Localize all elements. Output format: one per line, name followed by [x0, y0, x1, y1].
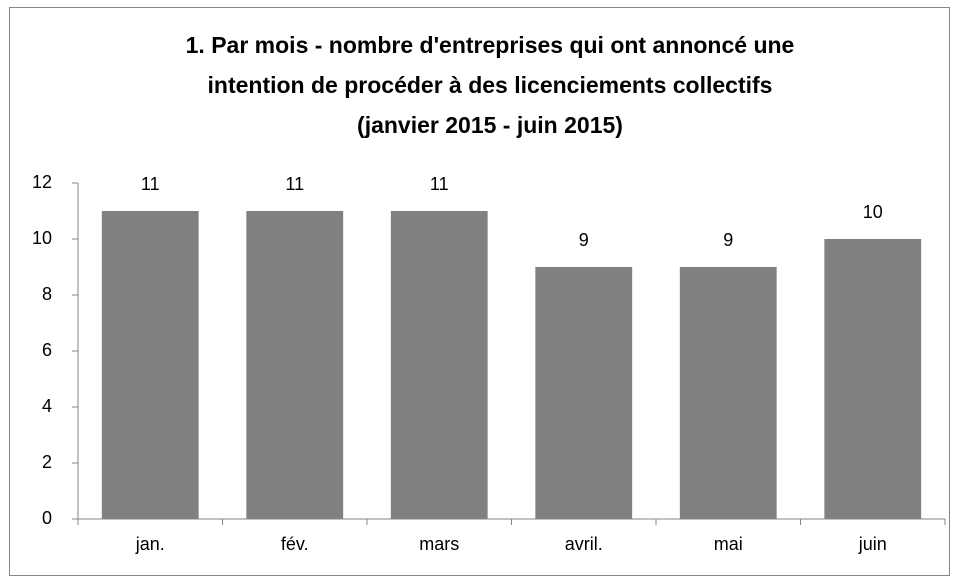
- x-tick-label: mai: [714, 534, 743, 554]
- bar: [390, 211, 488, 519]
- data-label: 11: [141, 174, 160, 194]
- y-tick-label: 0: [42, 508, 52, 528]
- bar: [246, 211, 344, 519]
- data-label: 11: [285, 174, 304, 194]
- chart-subtitle: (janvier 2015 - juin 2015): [357, 112, 623, 138]
- bar: [824, 239, 922, 519]
- x-tick-label: fév.: [281, 534, 309, 554]
- x-tick-label: mars: [419, 534, 459, 554]
- data-label: 9: [723, 230, 733, 250]
- x-tick-label: avril.: [565, 534, 603, 554]
- y-tick-label: 6: [42, 340, 52, 360]
- data-label: 10: [863, 202, 883, 222]
- y-tick-label: 10: [32, 228, 52, 248]
- y-tick-label: 12: [32, 172, 52, 192]
- chart-title: intention de procéder à des licenciement…: [208, 72, 773, 98]
- bar: [679, 267, 777, 519]
- data-label: 11: [430, 174, 449, 194]
- bar: [535, 267, 633, 519]
- x-tick-label: juin: [858, 534, 887, 554]
- chart-title: 1. Par mois - nombre d'entreprises qui o…: [186, 32, 795, 58]
- bar: [101, 211, 199, 519]
- y-tick-label: 2: [42, 452, 52, 472]
- y-tick-label: 8: [42, 284, 52, 304]
- y-tick-label: 4: [42, 396, 52, 416]
- x-tick-label: jan.: [135, 534, 165, 554]
- data-label: 9: [579, 230, 589, 250]
